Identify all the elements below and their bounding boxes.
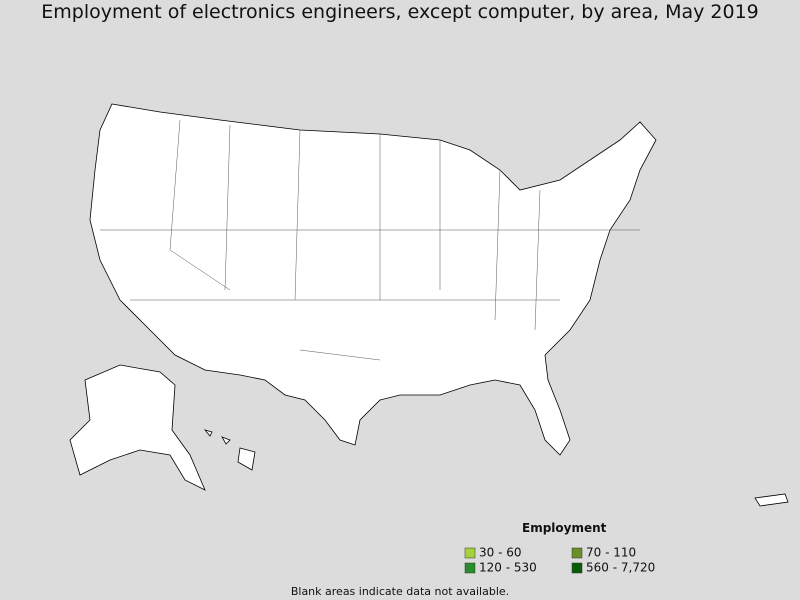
contiguous-us [89,103,657,456]
legend-label: 560 - 7,720 [586,561,655,575]
map [69,103,789,507]
legend-swatch [571,547,583,559]
legend-swatch [464,562,476,574]
legend-swatch [464,547,476,559]
alaska [69,364,206,491]
map-title: Employment of electronics engineers, exc… [41,1,759,23]
legend: 30 - 60 70 - 110 120 - 530 560 - 7,720 [464,546,655,575]
hawaii [203,429,256,471]
puerto-rico [754,493,789,507]
legend-title: Employment [522,521,607,535]
state-borders [100,119,640,361]
legend-label: 120 - 530 [479,561,537,575]
legend-swatch [571,562,583,574]
legend-label: 70 - 110 [586,546,636,560]
footnote: Blank areas indicate data not available. [291,585,509,598]
legend-label: 30 - 60 [479,546,522,560]
